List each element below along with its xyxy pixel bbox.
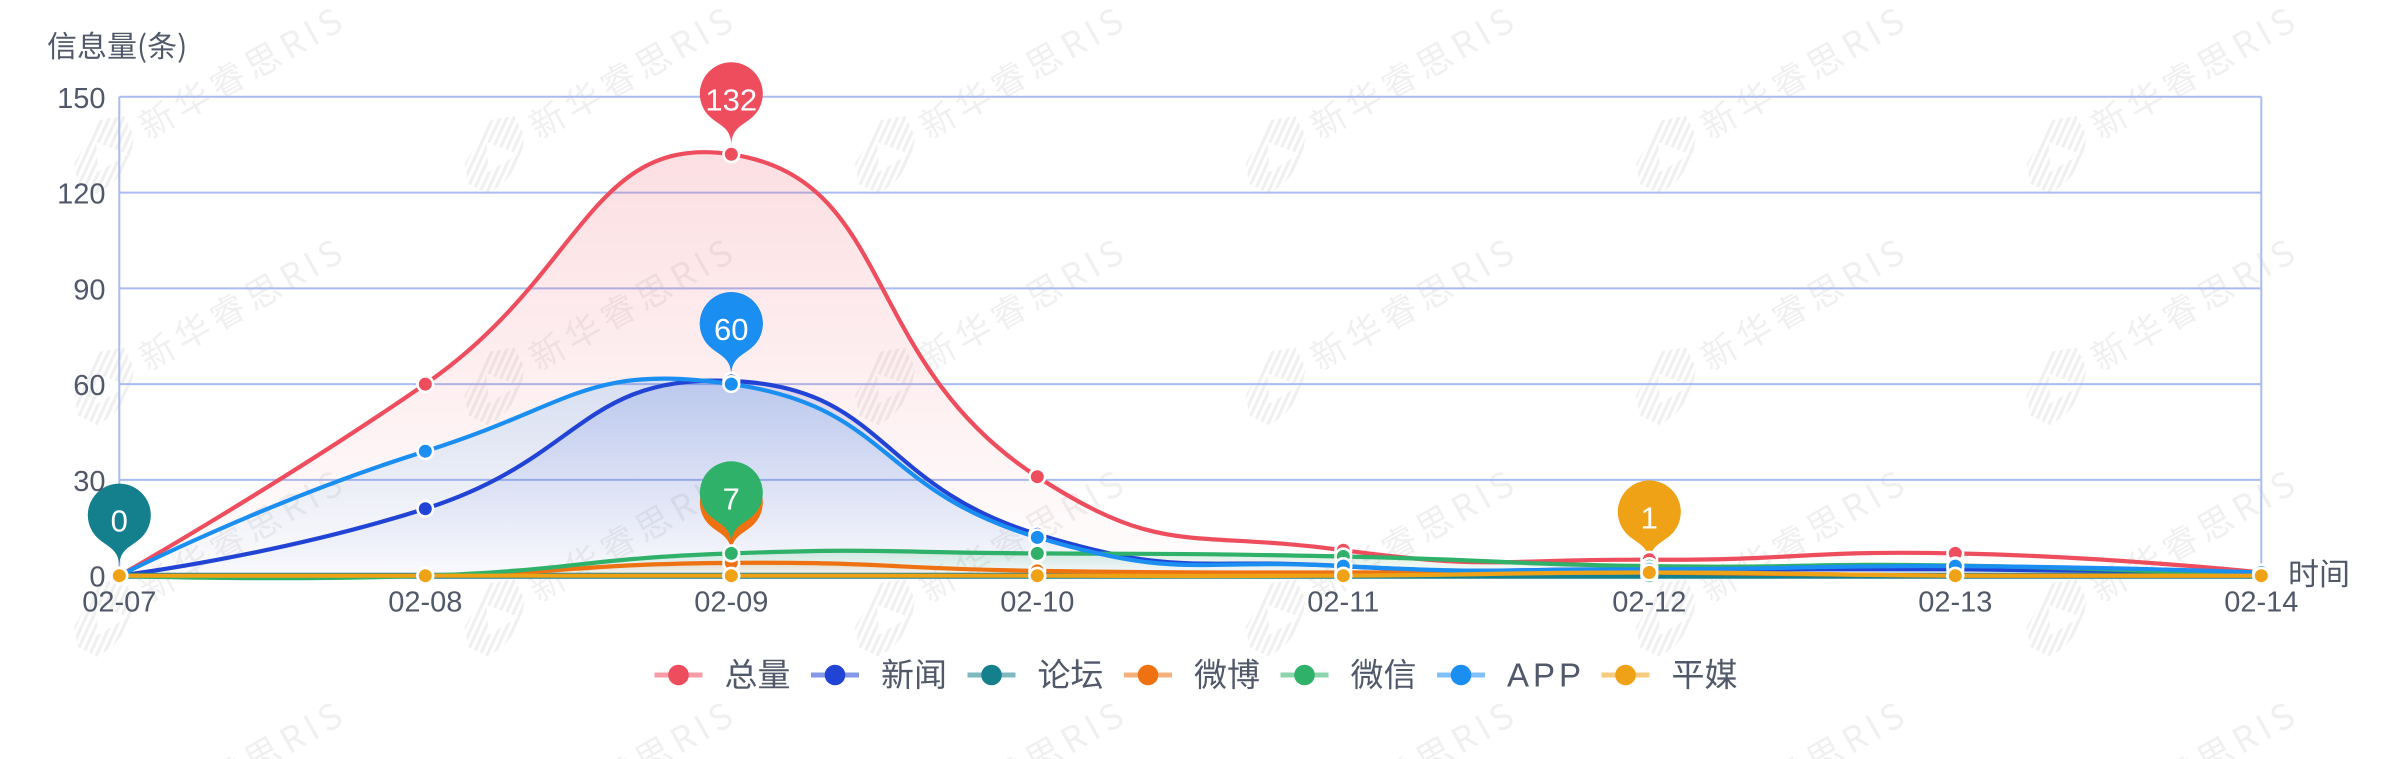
svg-text:02-08: 02-08 [388, 587, 462, 619]
svg-text:02-10: 02-10 [1000, 587, 1074, 619]
svg-text:02-13: 02-13 [1918, 587, 1992, 619]
svg-text:1: 1 [1641, 501, 1658, 536]
svg-text:30: 30 [73, 466, 105, 498]
svg-text:150: 150 [57, 83, 105, 115]
svg-text:7: 7 [723, 481, 740, 516]
svg-text:02-11: 02-11 [1307, 587, 1379, 619]
svg-text:0: 0 [111, 504, 128, 539]
svg-text:132: 132 [705, 82, 757, 117]
svg-text:02-09: 02-09 [694, 587, 768, 619]
svg-text:02-07: 02-07 [82, 587, 156, 619]
svg-text:APP: APP [1507, 657, 1585, 694]
svg-text:90: 90 [73, 274, 105, 306]
svg-text:02-14: 02-14 [2224, 587, 2298, 619]
svg-text:120: 120 [57, 179, 105, 211]
svg-text:0: 0 [89, 562, 105, 594]
svg-text:02-12: 02-12 [1612, 587, 1686, 619]
svg-text:60: 60 [714, 312, 748, 347]
svg-text:60: 60 [73, 370, 105, 402]
